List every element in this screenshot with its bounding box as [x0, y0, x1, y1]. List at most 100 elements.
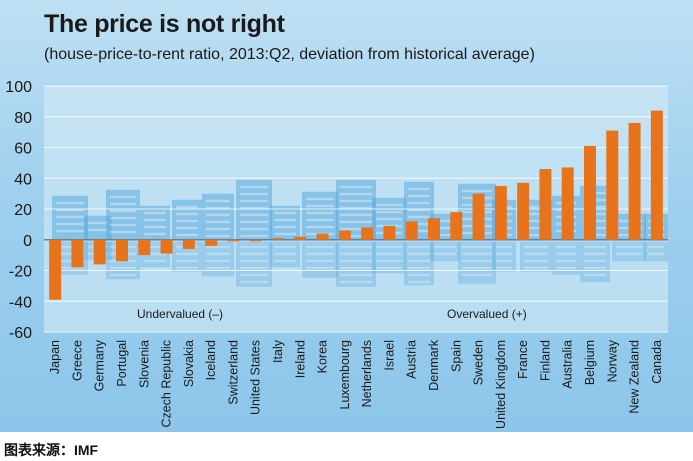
skyline-reflection — [404, 241, 434, 286]
skyline-window — [408, 273, 430, 277]
skyline-building — [52, 195, 88, 240]
skyline-window — [240, 199, 268, 203]
skyline-window — [206, 220, 230, 224]
skyline-window — [176, 259, 198, 263]
bar-slovakia — [182, 239, 195, 249]
skyline-window — [408, 259, 430, 263]
skyline-window — [306, 266, 334, 270]
skyline-reflection — [270, 241, 300, 268]
skyline-window — [110, 195, 136, 199]
skyline-window — [524, 252, 548, 256]
x-tick-label: Slovakia — [182, 340, 196, 387]
skyline-window — [462, 273, 492, 277]
x-tick-label: Israel — [382, 340, 396, 371]
skyline-window — [496, 259, 512, 263]
skyline-window — [240, 192, 268, 196]
bar-greece — [71, 239, 84, 268]
skyline-window — [524, 212, 548, 216]
bar-austria — [405, 221, 418, 240]
bar-israel — [383, 225, 396, 240]
skyline-window — [306, 211, 334, 215]
x-tick-label: Norway — [605, 339, 619, 382]
x-tick-label: Greece — [70, 340, 84, 381]
skyline-window — [340, 280, 372, 284]
skyline-window — [206, 259, 230, 263]
skyline-window — [340, 185, 372, 189]
skyline-window — [556, 266, 576, 270]
skyline-window — [274, 211, 296, 215]
skyline-window — [340, 220, 372, 224]
skyline-reflection — [458, 241, 496, 284]
skyline-window — [176, 226, 198, 230]
skyline-window — [434, 226, 456, 230]
x-tick-label: Sweden — [472, 340, 486, 385]
y-tick-label: 0 — [23, 233, 32, 250]
skyline-window — [110, 209, 136, 213]
skyline-building — [172, 199, 202, 240]
skyline-reflection — [520, 241, 552, 272]
x-tick-label: Switzerland — [226, 340, 240, 405]
skyline-window — [434, 233, 456, 237]
skyline-window — [56, 229, 84, 233]
x-tick-label: Netherlands — [360, 340, 374, 407]
bar-france — [517, 182, 530, 240]
skyline-window — [434, 219, 456, 223]
skyline-window — [56, 266, 84, 270]
skyline-window — [556, 245, 576, 249]
skyline-window — [376, 203, 402, 207]
skyline-window — [88, 228, 108, 232]
bar-iceland — [205, 239, 218, 246]
bar-denmark — [428, 218, 440, 240]
skyline-window — [206, 234, 230, 238]
skyline-window — [524, 233, 548, 237]
skyline-window — [306, 218, 334, 222]
skyline-window — [340, 259, 372, 263]
skyline-window — [110, 266, 136, 270]
skyline-window — [462, 189, 492, 193]
skyline-window — [144, 232, 166, 236]
skyline-window — [144, 245, 166, 249]
skyline-building — [302, 191, 338, 240]
skyline-window — [616, 252, 642, 256]
x-tick-label: Italy — [271, 339, 285, 363]
chart-title: The price is not right — [44, 10, 285, 38]
skyline-window — [306, 225, 334, 229]
bar-luxembourg — [338, 230, 351, 240]
skyline-window — [408, 252, 430, 256]
x-tick-label: Spain — [449, 340, 463, 372]
skyline-window — [340, 213, 372, 217]
y-tick-label: 60 — [14, 141, 32, 158]
skyline-building — [270, 205, 300, 240]
skyline-window — [206, 245, 230, 249]
skyline-window — [340, 245, 372, 249]
bar-netherlands — [361, 227, 374, 240]
skyline-window — [408, 201, 430, 205]
skyline-window — [524, 245, 548, 249]
skyline-window — [524, 226, 548, 230]
x-tick-label: France — [516, 340, 530, 379]
bar-czech-republic — [160, 239, 173, 254]
bar-switzerland — [227, 239, 240, 242]
bar-slovenia — [138, 239, 151, 256]
skyline-window — [144, 218, 166, 222]
skyline-window — [340, 199, 372, 203]
skyline-window — [56, 252, 84, 256]
skyline-window — [240, 220, 268, 224]
skyline-window — [144, 259, 166, 263]
skyline-reflection — [302, 241, 338, 278]
skyline-window — [496, 252, 512, 256]
x-tick-label: Slovenia — [137, 340, 151, 388]
skyline-window — [462, 245, 492, 249]
skyline-building — [236, 179, 272, 240]
source-note: 图表来源：IMF — [4, 442, 99, 458]
skyline-window — [376, 266, 402, 270]
bar-australia — [561, 167, 574, 240]
skyline-window — [340, 252, 372, 256]
skyline-window — [524, 219, 548, 223]
skyline-window — [584, 273, 606, 277]
skyline-window — [376, 217, 402, 221]
skyline-window — [176, 219, 198, 223]
skyline-reflection — [644, 241, 668, 262]
skyline-window — [206, 252, 230, 256]
x-tick-label: Ireland — [293, 340, 307, 378]
